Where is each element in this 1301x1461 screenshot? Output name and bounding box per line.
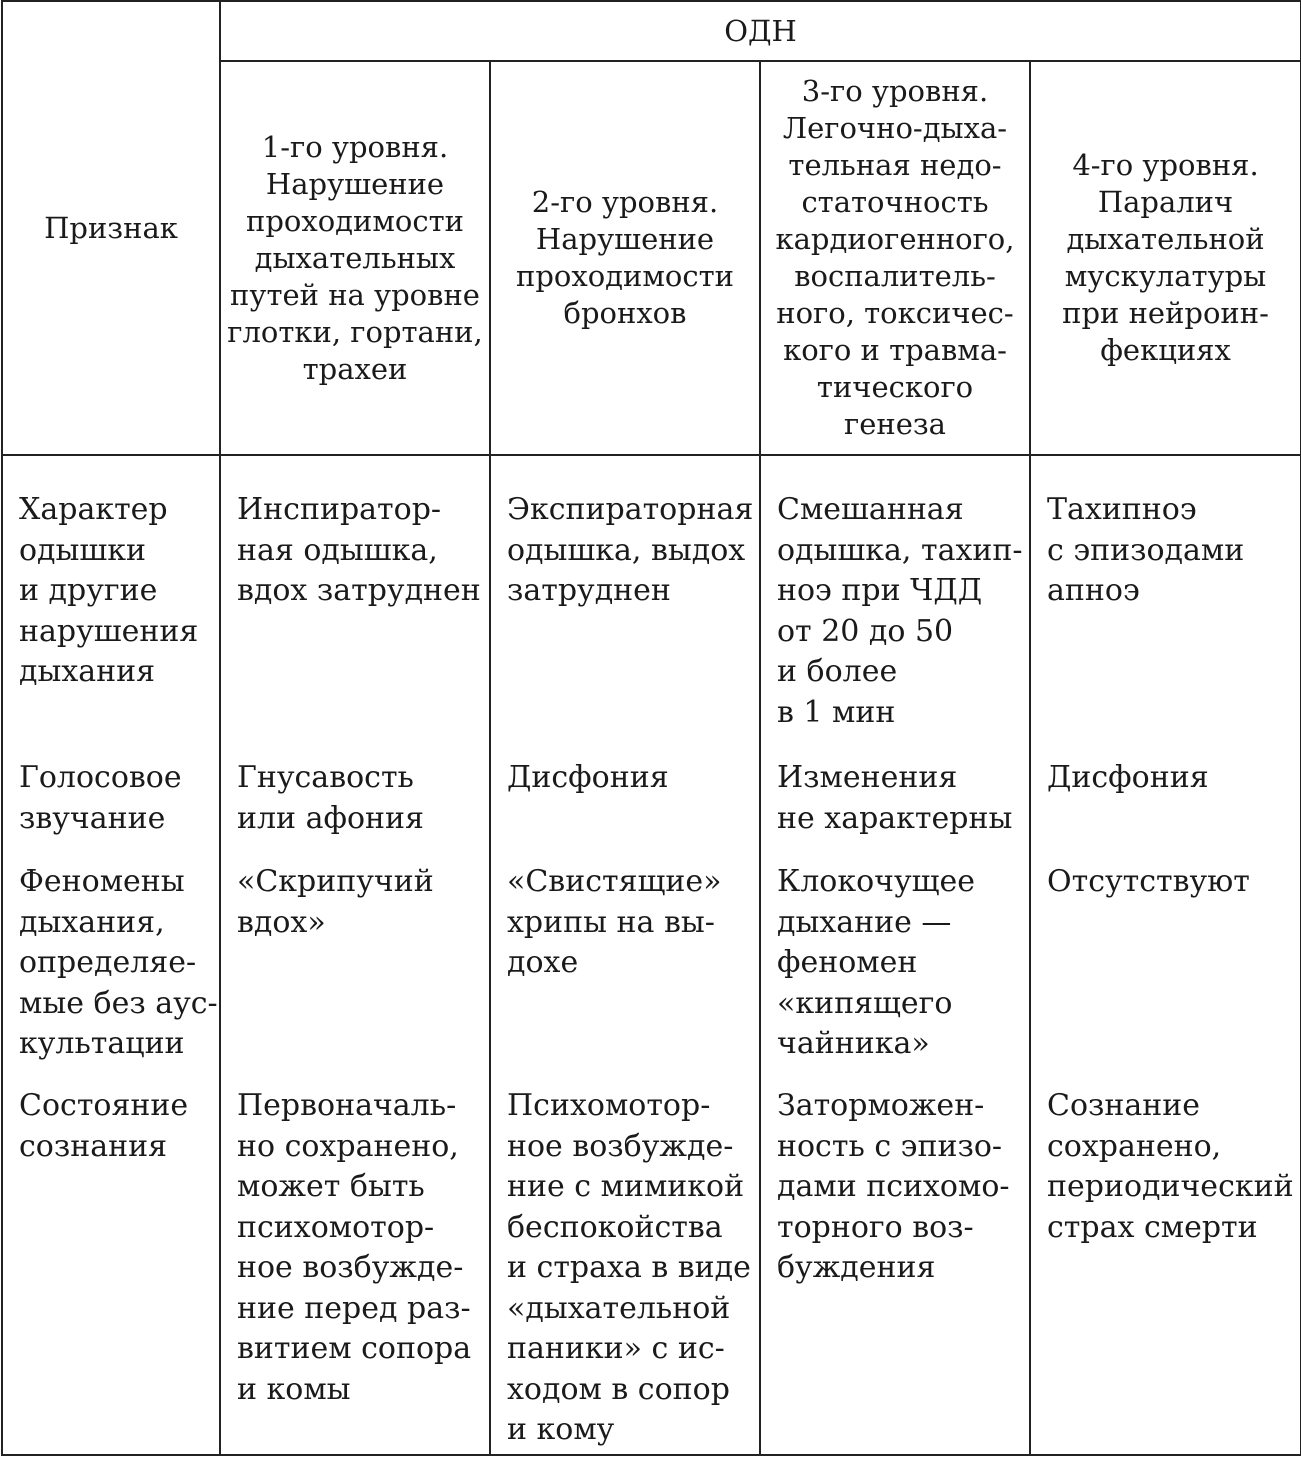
feature-cell: Голосовое звучание xyxy=(1,758,221,862)
table-cell: Экспираторная одышка, выдох затруднен xyxy=(489,455,761,758)
table-cell: Смешанная одышка, тахип- ноэ при ЧДД от … xyxy=(759,455,1031,758)
table-cell: «Скрипучий вдох» xyxy=(219,862,491,1086)
level-1-header: 1-го уровня. Нарушение проходимости дыха… xyxy=(219,60,491,456)
feature-cell: Характер одышки и другие нарушения дыхан… xyxy=(1,455,221,758)
table-row: Голосовое звучание Гнусавость или афония… xyxy=(1,758,1301,862)
table-cell: Гнусавость или афония xyxy=(219,758,491,862)
table-cell: Первоначаль- но сохранено, может быть пс… xyxy=(219,1086,491,1456)
odn-group-header: ОДН xyxy=(218,0,1301,62)
table-cell: Заторможен- ность с эпизо- дами психомо-… xyxy=(759,1086,1031,1456)
table-cell: Тахипноэ с эпизодами апноэ xyxy=(1028,455,1301,758)
level-4-header: 4-го уровня. Паралич дыхательной мускула… xyxy=(1028,60,1301,456)
table-cell: Сознание сохранено, периодический страх … xyxy=(1028,1086,1301,1456)
table-row: Состояние сознания Первоначаль- но сохра… xyxy=(1,1086,1301,1456)
feature-cell: Состояние сознания xyxy=(1,1086,221,1456)
level-3-header: 3-го уровня. Легочно-дыха- тельная недо-… xyxy=(759,60,1031,456)
table-cell: Дисфония xyxy=(489,758,761,862)
table-row: Феномены дыхания, определяе- мые без аус… xyxy=(1,862,1301,1086)
table-cell: Изменения не характерны xyxy=(759,758,1031,862)
table-row: Характер одышки и другие нарушения дыхан… xyxy=(1,455,1301,758)
table-cell: «Свистящие» хрипы на вы- дохе xyxy=(489,862,761,1086)
feature-header: Признак xyxy=(1,0,221,456)
table-cell: Отсутствуют xyxy=(1028,862,1301,1086)
table-cell: Дисфония xyxy=(1028,758,1301,862)
feature-cell: Феномены дыхания, определяе- мые без аус… xyxy=(1,862,221,1086)
table-cell: Клокочущее дыхание — феномен «кипящего ч… xyxy=(759,862,1031,1086)
table-cell: Инспиратор- ная одышка, вдох затруднен xyxy=(219,455,491,758)
level-2-header: 2-го уровня. Нарушение проходимости брон… xyxy=(489,60,761,456)
table-cell: Психомотор- ное возбужде- ние с мимикой … xyxy=(489,1086,761,1456)
